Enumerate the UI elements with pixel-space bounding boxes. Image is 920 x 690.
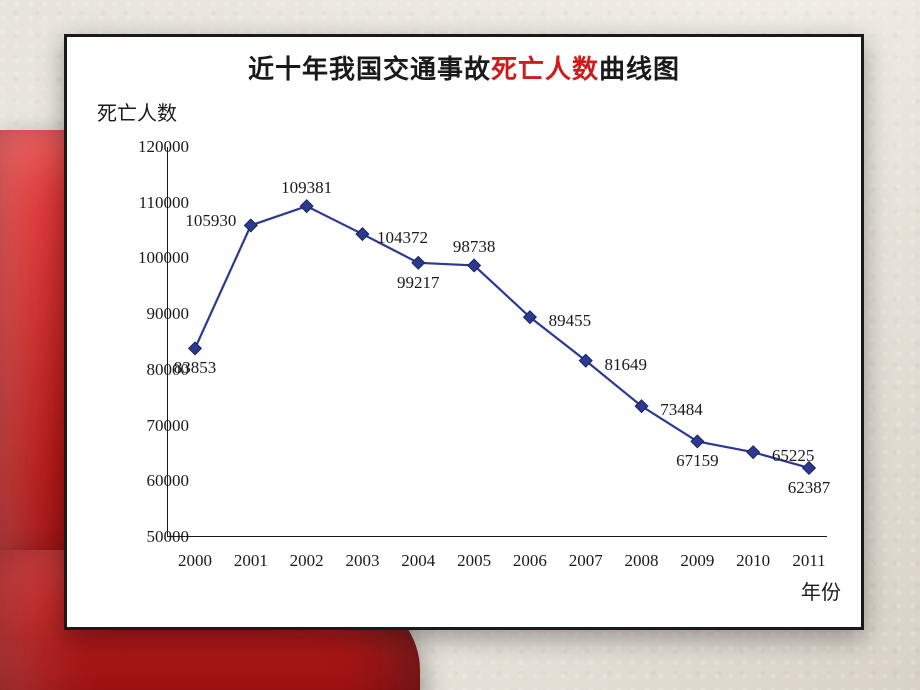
y-tick-label: 110000 <box>109 193 189 213</box>
y-tick-label: 60000 <box>109 471 189 491</box>
title-suffix: 曲线图 <box>599 55 680 84</box>
title-prefix: 近十年我国交通事故 <box>248 55 491 84</box>
x-tick-label: 2010 <box>736 551 770 571</box>
x-tick-label: 2000 <box>178 551 212 571</box>
plot-area <box>167 147 827 537</box>
y-tick-label: 90000 <box>109 304 189 324</box>
x-tick-label: 2006 <box>513 551 547 571</box>
x-tick-label: 2002 <box>290 551 324 571</box>
data-label: 104372 <box>377 228 428 248</box>
title-accent: 死亡人数 <box>491 55 599 84</box>
x-tick-label: 2011 <box>792 551 825 571</box>
data-label: 83853 <box>174 358 217 378</box>
y-tick-label: 120000 <box>109 137 189 157</box>
x-tick-label: 2004 <box>401 551 435 571</box>
x-tick-label: 2007 <box>569 551 603 571</box>
y-tick-label: 50000 <box>109 527 189 547</box>
y-axis-label: 死亡人数 <box>97 97 177 126</box>
data-marker <box>189 342 202 355</box>
data-label: 67159 <box>676 451 719 471</box>
data-line <box>195 206 809 468</box>
chart-svg <box>167 147 827 537</box>
chart-title: 近十年我国交通事故死亡人数曲线图 <box>67 49 861 86</box>
data-marker <box>747 446 760 459</box>
data-label: 109381 <box>281 178 332 198</box>
y-tick-label: 100000 <box>109 248 189 268</box>
data-label: 65225 <box>772 446 815 466</box>
x-tick-label: 2009 <box>680 551 714 571</box>
data-label: 99217 <box>397 273 440 293</box>
x-axis-label: 年份 <box>801 576 841 605</box>
data-label: 105930 <box>185 211 236 231</box>
x-tick-label: 2001 <box>234 551 268 571</box>
data-label: 73484 <box>660 400 703 420</box>
data-marker <box>412 256 425 269</box>
data-label: 81649 <box>604 355 647 375</box>
data-markers <box>189 200 816 475</box>
x-tick-label: 2008 <box>625 551 659 571</box>
x-tick-label: 2005 <box>457 551 491 571</box>
slide-background: 近十年我国交通事故死亡人数曲线图 死亡人数 年份 500006000070000… <box>0 0 920 690</box>
chart-container: 近十年我国交通事故死亡人数曲线图 死亡人数 年份 500006000070000… <box>64 34 864 630</box>
data-marker <box>244 219 257 232</box>
x-tick-label: 2003 <box>345 551 379 571</box>
data-label: 89455 <box>549 311 592 331</box>
data-label: 98738 <box>453 237 496 257</box>
y-tick-label: 70000 <box>109 416 189 436</box>
data-label: 62387 <box>788 478 831 498</box>
data-marker <box>300 200 313 213</box>
data-marker <box>356 228 369 241</box>
data-marker <box>691 435 704 448</box>
